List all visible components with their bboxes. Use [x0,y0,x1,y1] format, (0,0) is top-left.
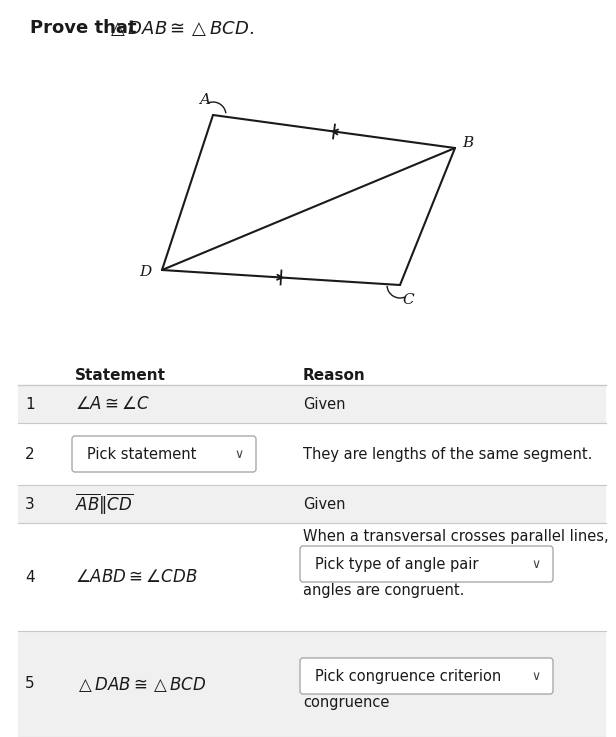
Text: When a transversal crosses parallel lines,: When a transversal crosses parallel line… [303,528,609,543]
Text: D: D [139,265,151,279]
Text: 5: 5 [25,677,35,691]
FancyBboxPatch shape [300,546,553,582]
Text: They are lengths of the same segment.: They are lengths of the same segment. [303,447,593,461]
Text: $\overline{AB} \| \overline{CD}$: $\overline{AB} \| \overline{CD}$ [75,492,134,517]
Text: 2: 2 [25,447,35,461]
Text: Given: Given [303,497,346,511]
Text: A: A [200,93,211,107]
Text: Pick congruence criterion: Pick congruence criterion [315,668,501,683]
Text: 4: 4 [25,570,35,584]
Text: ∨: ∨ [235,447,243,461]
Bar [18,523,606,631]
Text: $\triangle DAB \cong \triangle BCD$: $\triangle DAB \cong \triangle BCD$ [75,674,206,694]
Text: Prove that: Prove that [30,19,143,37]
Text: ∨: ∨ [532,557,541,570]
FancyBboxPatch shape [300,658,553,694]
Text: Reason: Reason [303,368,366,383]
Text: ∨: ∨ [532,669,541,682]
Bar [18,485,606,523]
Text: Pick type of angle pair: Pick type of angle pair [315,556,479,571]
Text: Given: Given [303,397,346,411]
Bar [18,631,606,737]
Text: 1: 1 [25,397,35,411]
Bar [18,423,606,485]
Text: $\triangle DAB \cong \triangle BCD$.: $\triangle DAB \cong \triangle BCD$. [107,18,254,38]
Text: $\angle A \cong \angle C$: $\angle A \cong \angle C$ [75,396,150,413]
Text: congruence: congruence [303,694,389,710]
Text: Statement: Statement [75,368,166,383]
Text: C: C [402,293,414,307]
Text: Pick statement: Pick statement [87,447,197,461]
FancyBboxPatch shape [72,436,256,472]
Bar [18,385,606,423]
Text: angles are congruent.: angles are congruent. [303,582,464,598]
Text: $\angle ABD \cong \angle CDB$: $\angle ABD \cong \angle CDB$ [75,568,198,585]
Text: B: B [463,136,474,150]
Text: 3: 3 [25,497,35,511]
